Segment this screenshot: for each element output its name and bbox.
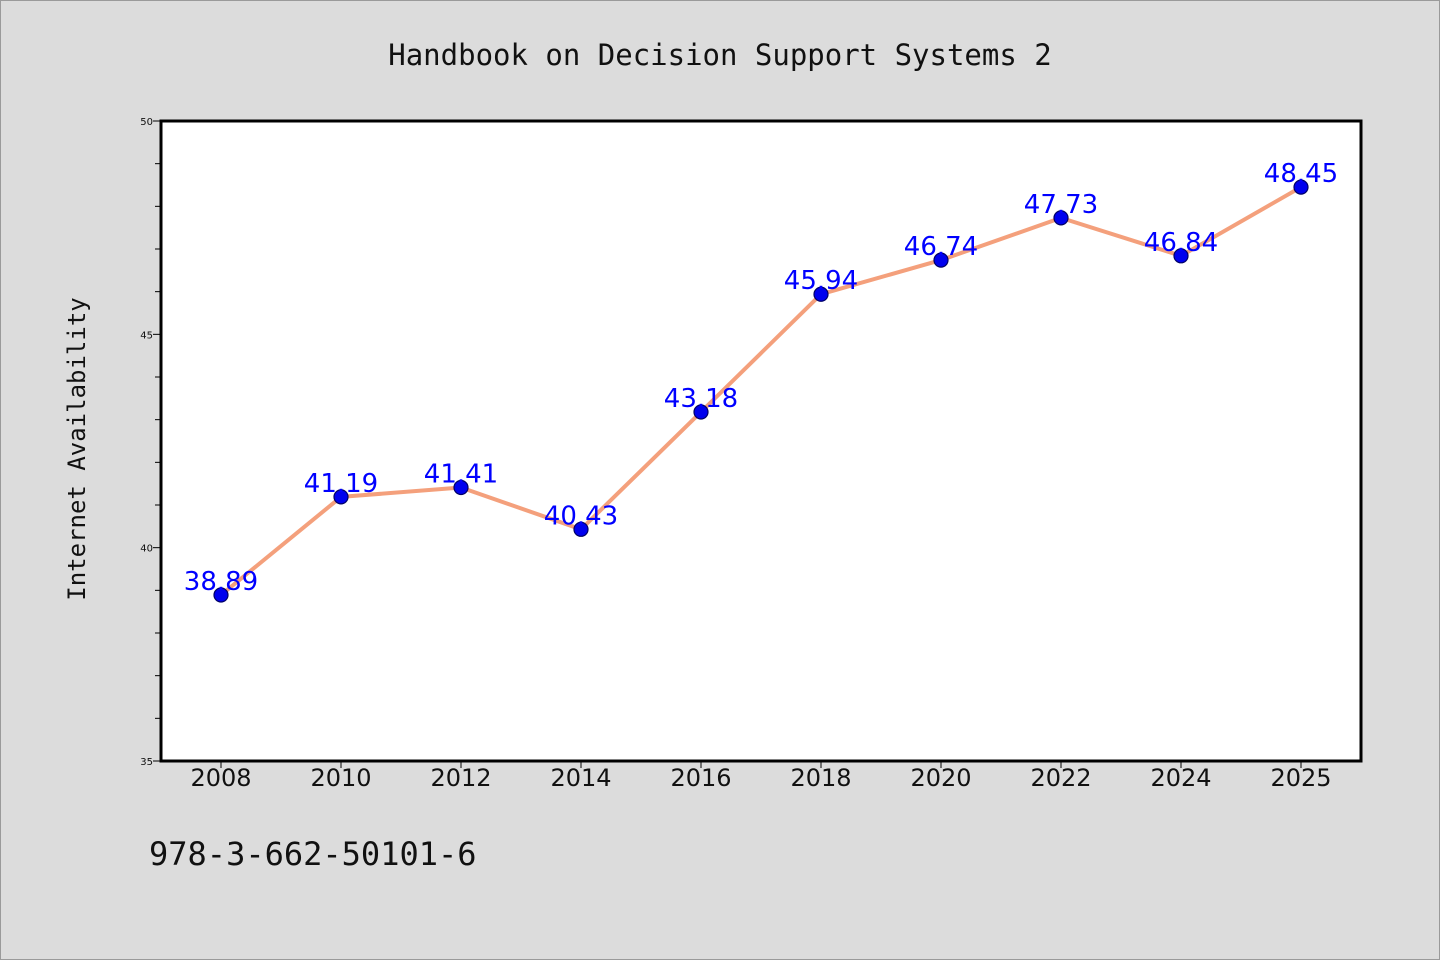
data-label: 46.74	[904, 232, 978, 262]
x-tick-label: 2010	[310, 764, 371, 792]
x-tick-label: 2024	[1150, 764, 1211, 792]
chart-title: Handbook on Decision Support Systems 2	[388, 38, 1051, 72]
plot-frame	[159, 119, 1363, 763]
x-tick-label: 2008	[190, 764, 251, 792]
series-line	[219, 185, 1303, 598]
data-point-marker	[573, 521, 589, 537]
x-tick-label: 2016	[670, 764, 731, 792]
data-label: 40.43	[544, 501, 618, 531]
y-tick-label: 40	[140, 544, 153, 555]
x-axis: 2008 2010 2012 2014 2016 2018 2020 2022 2024 2025	[190, 761, 1332, 792]
data-point-marker	[333, 489, 349, 505]
data-label: 41.41	[424, 460, 498, 490]
data-label: 47.73	[1024, 190, 1098, 220]
data-label: 48.45	[1264, 159, 1338, 189]
data-label: 45.94	[784, 266, 858, 296]
x-tick-label: 2014	[550, 764, 611, 792]
x-tick-label: 2020	[910, 764, 971, 792]
y-tick-label: 35	[140, 757, 153, 768]
y-tick-label: 50	[140, 117, 153, 128]
y-axis-label: Internet Availability	[63, 297, 91, 600]
y-axis: 35 40 45 50	[140, 117, 161, 768]
x-tick-label: 2025	[1270, 764, 1331, 792]
data-point-marker	[813, 286, 829, 302]
isbn-text: 978-3-662-50101-6	[149, 835, 477, 873]
data-point-marker	[1173, 248, 1189, 264]
plot-area	[161, 121, 1361, 761]
data-point-marker	[933, 252, 949, 268]
data-point-marker	[1293, 179, 1309, 195]
y-tick-label: 45	[140, 330, 153, 341]
data-label: 43.18	[664, 384, 738, 414]
data-label: 41.19	[304, 469, 378, 499]
series-line-group: 38.89 41.19 41.41 40.43 43.18 45.94 46.74 47.73…	[184, 159, 1338, 603]
data-label: 46.84	[1144, 228, 1218, 258]
data-point-marker	[693, 404, 709, 420]
data-point-marker	[453, 479, 469, 496]
data-point-marker	[1053, 210, 1069, 226]
data-point-marker	[213, 587, 229, 603]
x-tick-label: 2018	[790, 764, 851, 792]
data-label: 38.89	[184, 567, 258, 597]
x-tick-label: 2012	[430, 764, 491, 792]
x-tick-label: 2022	[1030, 764, 1091, 792]
